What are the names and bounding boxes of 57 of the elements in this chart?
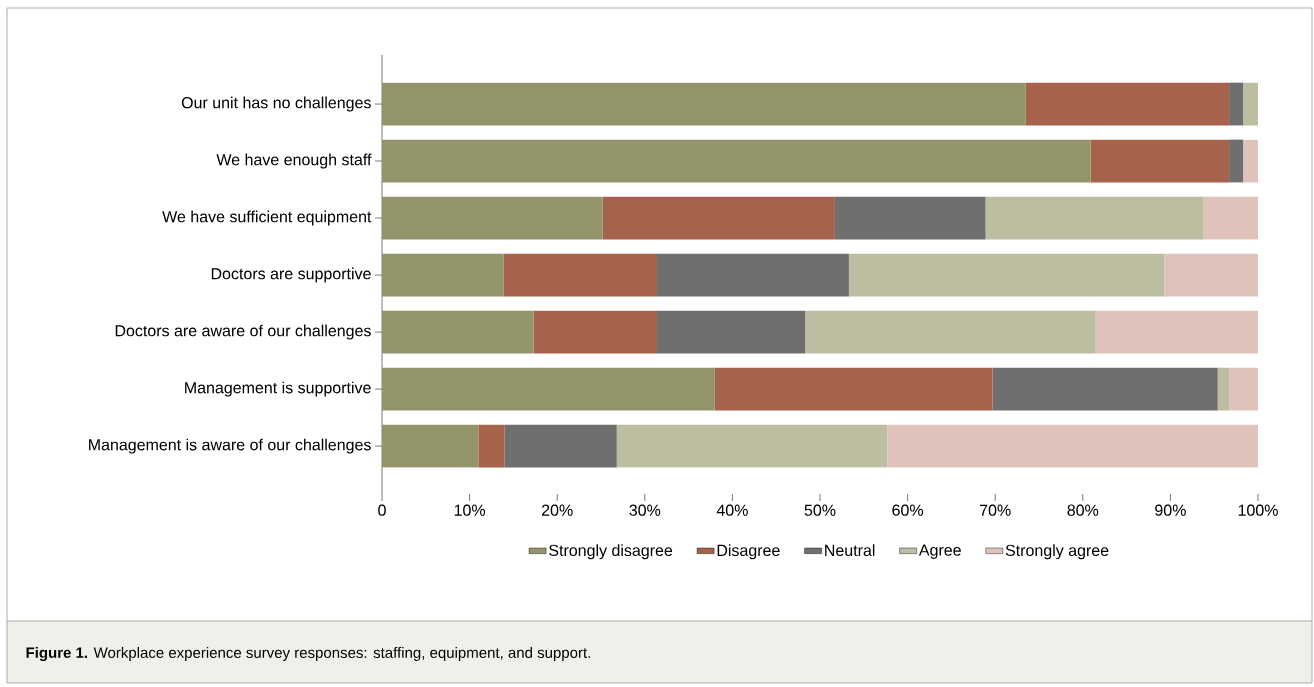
legend-label: Neutral (825, 544, 875, 557)
bar (382, 310, 534, 354)
bar (1025, 82, 1230, 126)
x-tick-label: 70% (980, 504, 1011, 516)
legend-label: Disagree (717, 544, 780, 560)
bar (657, 310, 806, 354)
bar (1229, 139, 1244, 183)
x-tick-label: 80% (1067, 504, 1099, 516)
x-tick-label: 30% (629, 504, 661, 516)
x-tick-label: 50% (804, 504, 836, 516)
bar (1229, 367, 1258, 411)
bar (887, 424, 1258, 468)
bar (602, 196, 835, 240)
bar (478, 424, 505, 468)
x-tick-label: 100% (1238, 504, 1278, 516)
y-tick-label: Our unit has no challenges (181, 96, 371, 112)
bar (1229, 82, 1244, 126)
bar (1243, 82, 1258, 126)
bar (1090, 139, 1230, 183)
x-tick-label: 90% (1155, 504, 1186, 516)
y-tick-label: Doctors are aware of our challenges (115, 324, 371, 340)
x-tick-label: 60% (892, 504, 924, 516)
y-tick-label: Management is aware of our challenges (89, 438, 371, 454)
bar (382, 253, 504, 297)
bar (504, 424, 617, 468)
bar (382, 196, 603, 240)
legend-label: Strongly disagree (549, 544, 673, 560)
y-tick-label: Management is supportive (185, 381, 371, 397)
legend-label: Agree (918, 544, 961, 559)
bar (1243, 139, 1258, 183)
bar (805, 310, 1096, 354)
bar (992, 367, 1218, 411)
x-tick-label: 40% (716, 504, 748, 516)
bar (382, 367, 715, 411)
legend-label: Strongly agree (1005, 544, 1109, 560)
bar (382, 424, 479, 468)
x-tick-label: 20% (541, 504, 573, 516)
bar (503, 253, 658, 297)
bar (714, 367, 993, 411)
x-tick-label: 0 (378, 504, 386, 516)
bar (533, 310, 658, 354)
bar (1095, 310, 1258, 354)
bar (848, 253, 1165, 297)
bar (1164, 253, 1258, 297)
bar (616, 424, 888, 468)
y-tick-label: We have enough staff (216, 153, 372, 169)
bar (985, 196, 1204, 240)
bar (657, 253, 849, 297)
bar (382, 82, 1026, 126)
bar (1217, 367, 1230, 411)
text: Figure 1. Workplace experience survey responses: staffing, equipment, and support. (26, 646, 590, 662)
y-tick-label: We have sufficient equipment (162, 210, 372, 226)
bar (834, 196, 986, 240)
x-tick-label: 10% (454, 504, 486, 516)
bar (1203, 196, 1258, 240)
y-tick-label: Doctors are supportive (211, 267, 371, 283)
bar (382, 139, 1091, 183)
